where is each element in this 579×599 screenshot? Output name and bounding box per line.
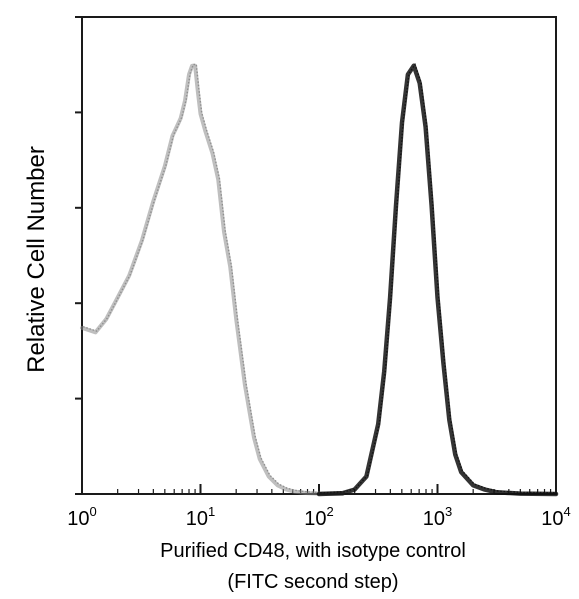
series-line-light-gray [80,63,345,496]
x-axis-label-line2: (FITC second step) [227,571,398,593]
series-layer [80,62,559,497]
y-axis-label: Relative Cell Number [23,146,50,373]
series-line-dark [316,63,559,497]
series-texture-light-gray [82,63,344,494]
x-axis-label: Purified CD48, with isotype control [160,540,466,562]
y-axis-ticks [75,16,82,495]
series-texture-dark [320,62,558,494]
